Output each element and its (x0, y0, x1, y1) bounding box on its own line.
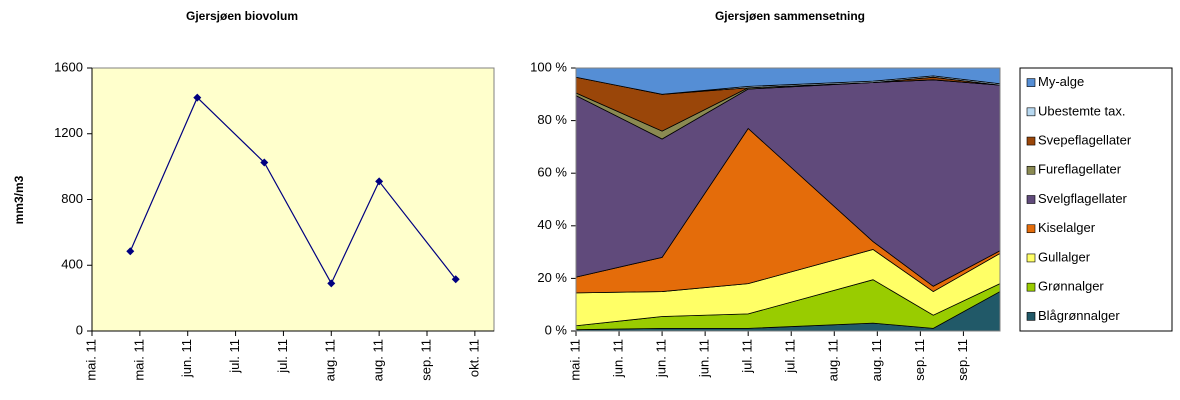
chart-title: Gjersjøen biovolum (186, 9, 298, 23)
y-tick-label: 100 % (530, 59, 567, 74)
legend-swatch (1026, 282, 1036, 292)
x-tick-label: jul. 11 (275, 339, 290, 374)
chart-title: Gjersjøen sammensetning (715, 9, 865, 23)
legend-swatch (1026, 224, 1036, 234)
x-tick-label: jul. 11 (227, 339, 242, 374)
y-axis-label: mm3/m3 (12, 175, 26, 224)
y-tick-label: 60 % (537, 165, 567, 180)
x-tick-label: mai. 11 (131, 339, 146, 381)
marker (327, 279, 336, 288)
x-tick-label: jul. 11 (740, 339, 755, 374)
x-tick-label: jul. 11 (783, 339, 798, 374)
legend-swatch (1026, 165, 1036, 175)
legend-label: Fureflagellater (1038, 162, 1122, 177)
y-tick-label: 400 (61, 257, 83, 272)
x-tick-label: jun. 11 (610, 339, 625, 378)
x-tick-label: mai. 11 (83, 339, 98, 381)
x-tick-label: aug. 11 (323, 339, 338, 381)
plot-area (91, 67, 495, 332)
x-tick-label: sep. 11 (955, 339, 970, 381)
plot-border (575, 67, 1001, 332)
x-tick-label: aug. 11 (371, 339, 386, 381)
x-tick-label: okt. 11 (466, 339, 481, 377)
y-tick-label: 1200 (54, 125, 83, 140)
x-tick-label: mai. 11 (567, 339, 582, 381)
y-tick-label: 0 % (545, 322, 568, 337)
legend-swatch (1026, 195, 1036, 204)
y-tick-label: 1600 (54, 59, 83, 74)
y-tick-label: 0 (76, 322, 83, 337)
x-tick-label: sep. 11 (912, 339, 927, 381)
legend-swatch (1026, 107, 1036, 117)
x-tick-label: sep. 11 (418, 339, 433, 381)
legend-label: Blågrønnalger (1038, 308, 1120, 323)
x-tick-label: jun. 11 (654, 339, 669, 378)
legend-label: Svepeflagellater (1038, 132, 1132, 147)
legend (1019, 67, 1173, 332)
marker (375, 177, 384, 186)
marker (193, 93, 202, 102)
legend-label: Gullalger (1038, 249, 1091, 264)
legend-label: Ubestemte tax. (1038, 103, 1125, 118)
x-tick-label: aug. 11 (826, 339, 841, 381)
x-tick-label: aug. 11 (869, 339, 884, 381)
x-tick-label: jun. 11 (697, 339, 712, 378)
y-tick-label: 800 (61, 191, 83, 206)
legend-swatch (1026, 312, 1036, 321)
legend-label: Svelgflagellater (1038, 191, 1128, 206)
legend-swatch (1026, 136, 1036, 146)
y-tick-label: 80 % (537, 112, 567, 127)
line (129, 96, 457, 285)
marker (451, 275, 460, 284)
y-tick-label: 40 % (537, 217, 567, 232)
x-tick-label: jun. 11 (179, 339, 194, 378)
marker (126, 247, 135, 256)
legend-label: Kiselalger (1038, 220, 1096, 235)
y-tick-label: 20 % (537, 270, 567, 285)
legend-swatch (1026, 78, 1036, 87)
marker (260, 158, 269, 167)
legend-label: My-alge (1038, 74, 1084, 89)
legend-label: Grønnalger (1038, 279, 1104, 294)
legend-swatch (1026, 253, 1036, 263)
